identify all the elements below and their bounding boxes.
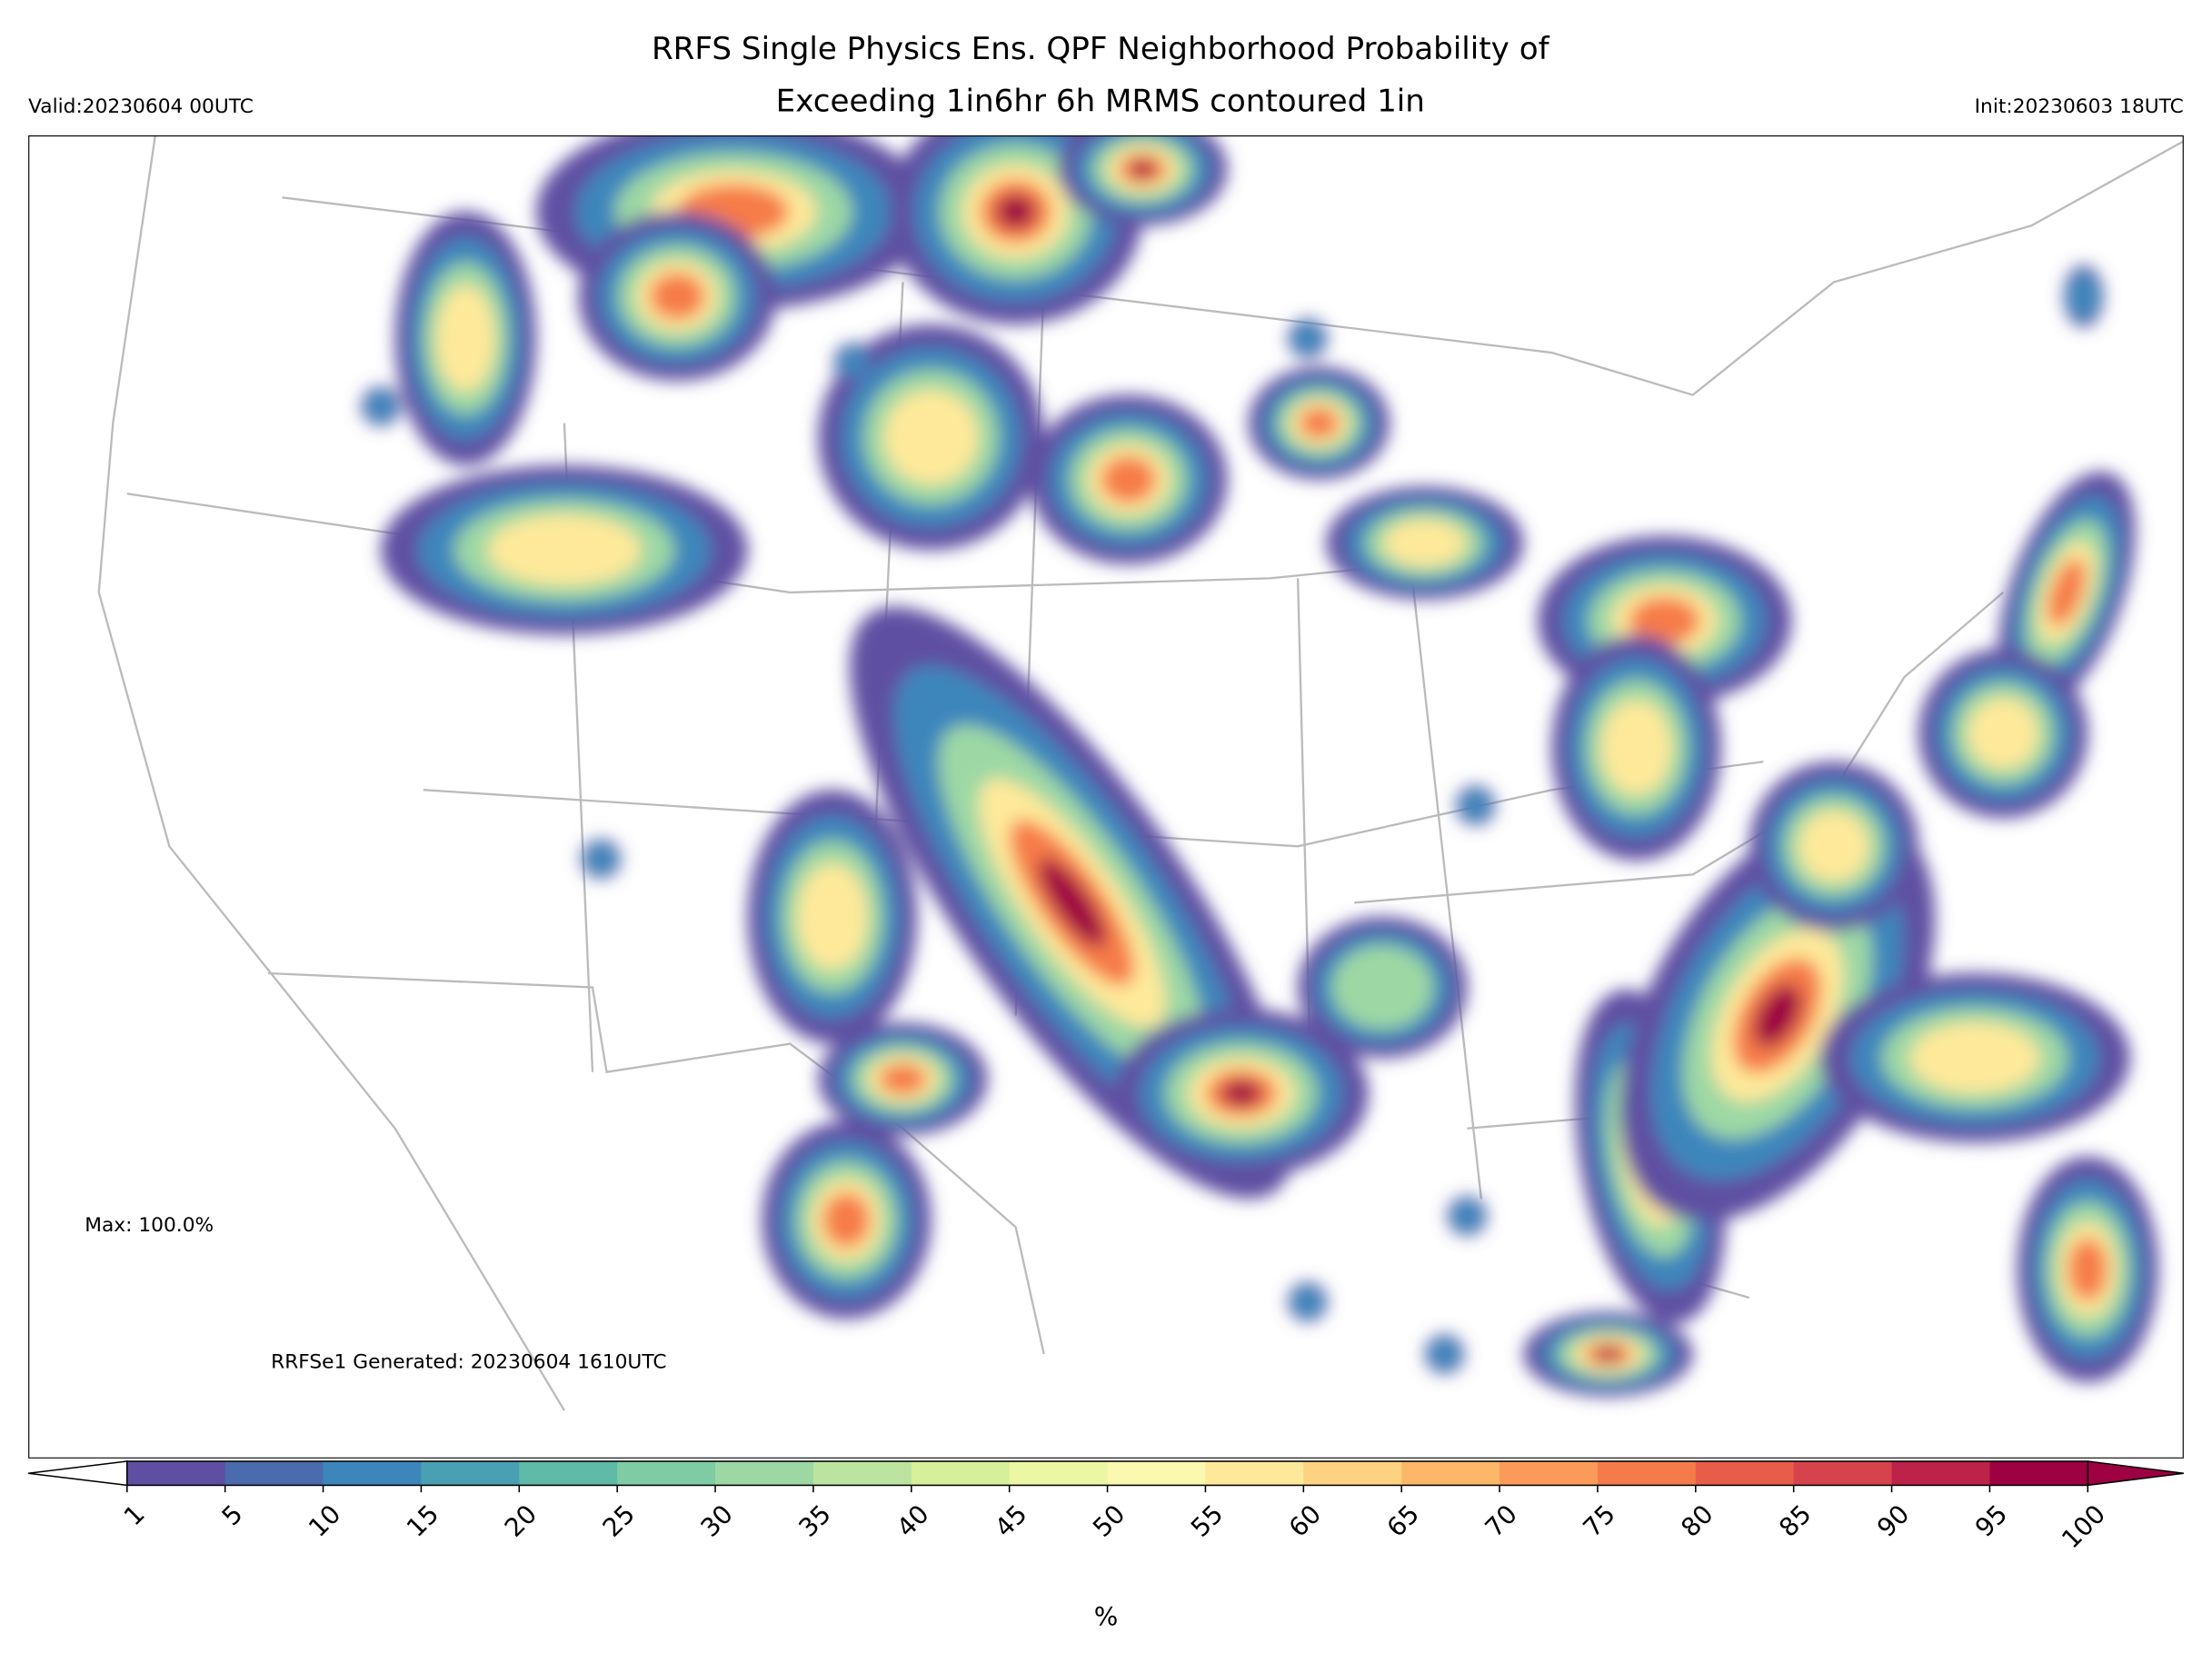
colorbar-segment [323,1461,423,1486]
colorbar-label: % [1094,1601,1119,1631]
colorbar-tick-label: 70 [1479,1499,1522,1542]
colorbar-tick-label: 55 [1185,1499,1229,1542]
probability-blob [1222,1080,1260,1106]
probability-blob [2068,1238,2108,1301]
probability-blob [1460,789,1492,822]
colorbar-segment [421,1461,521,1486]
probability-blob [649,272,705,321]
probability-blob [364,390,397,423]
probability-blob [1331,944,1434,1031]
probability-blob [1299,407,1340,440]
probability-blob [1629,596,1700,645]
probability-blob [796,863,868,971]
colorbar-tick-label: 20 [499,1499,543,1542]
colorbar-segment [1891,1461,1991,1486]
probability-blob [1600,700,1672,795]
colorbar-segment [1401,1461,1500,1486]
probability-blob [1383,519,1467,567]
colorbar-tick-label: 30 [694,1499,738,1542]
colorbar-tick-label: 5 [216,1499,249,1531]
colorbar-tick-label: 40 [891,1499,934,1542]
probability-blob [1429,1338,1460,1370]
colorbar-tick-label: 75 [1577,1499,1620,1542]
colorbar-extend-low [28,1460,128,1487]
colorbar-tick-label: 60 [1283,1499,1327,1542]
probability-field [361,135,2158,1397]
colorbar-segment [1695,1461,1795,1486]
probability-blob [1450,1200,1483,1232]
colorbar-tick-label: 45 [989,1499,1032,1542]
probability-blob [1039,858,1106,948]
probability-blob [1101,455,1157,503]
colorbar-tick-label: 85 [1773,1499,1817,1542]
colorbar-segment [519,1461,618,1486]
colorbar-tick-label: 65 [1381,1499,1425,1542]
colorbar-segment [1107,1461,1207,1486]
probability-blob [837,346,870,379]
probability-blob [2068,271,2100,322]
valid-time: Valid:20230604 00UTC [28,95,254,118]
probability-blob [2047,558,2087,627]
title-line: RRFS Single Physics Ens. QPF Neighborhoo… [652,31,1550,67]
probability-blob [1130,160,1156,178]
probability-blob [879,1063,927,1095]
colorbar-tick-label: 80 [1675,1499,1719,1542]
colorbar-segment [1793,1461,1893,1486]
map [28,135,2184,1459]
colorbar-tick-label: 95 [1969,1499,2013,1542]
colorbar-segment [1303,1461,1402,1486]
colorbar-tick-label: 50 [1087,1499,1131,1542]
probability-blob [1798,811,1870,882]
colorbar-segment [1597,1461,1697,1486]
colorbar-segment [911,1461,1011,1486]
colorbar-segment [224,1461,324,1486]
colorbar-segment [617,1461,716,1486]
probability-blob [487,514,642,586]
probability-blob [1291,323,1324,354]
colorbar: 1 5 10 15 20 25 30 35 40 45 50 55 60 65 70 75 80 85 90 95 10… [28,1460,2184,1554]
probability-blob [1968,698,2039,770]
max-label: Max: 100.0% [85,1214,214,1237]
probability-blob [1291,1286,1324,1319]
probability-blob [996,194,1035,229]
colorbar-segment [715,1461,814,1486]
colorbar-tick-label: 90 [1871,1499,1915,1542]
probability-blob [1753,984,1801,1047]
probability-blob [584,842,617,875]
colorbar-segment [1989,1461,2089,1486]
colorbar-segment [1500,1461,1599,1486]
colorbar-tick-label: 25 [597,1499,641,1542]
colorbar-tick-label: 1 [118,1499,151,1531]
colorbar-segment [1009,1461,1109,1486]
colorbar-segment [1205,1461,1305,1486]
probability-blob [883,390,979,485]
probability-blob [1909,1022,2040,1094]
colorbar-tick-label: 100 [2056,1499,2111,1554]
probability-blob [435,284,495,393]
colorbar-tick-label: 10 [303,1499,346,1542]
generated-label: RRFSe1 Generated: 20230604 1610UTC [271,1351,666,1374]
init-time: Init:20230603 18UTC [1975,95,2184,118]
title-line: Exceeding 1in6hr 6h MRMS contoured 1in [776,84,1425,120]
colorbar-tick-label: 35 [792,1499,836,1542]
probability-blob [822,1192,871,1249]
colorbar-segment [126,1461,226,1486]
colorbar-tick-label: 15 [401,1499,444,1542]
colorbar-extend-high [2087,1460,2184,1487]
colorbar-segment [812,1461,912,1486]
probability-blob [1595,1348,1621,1361]
